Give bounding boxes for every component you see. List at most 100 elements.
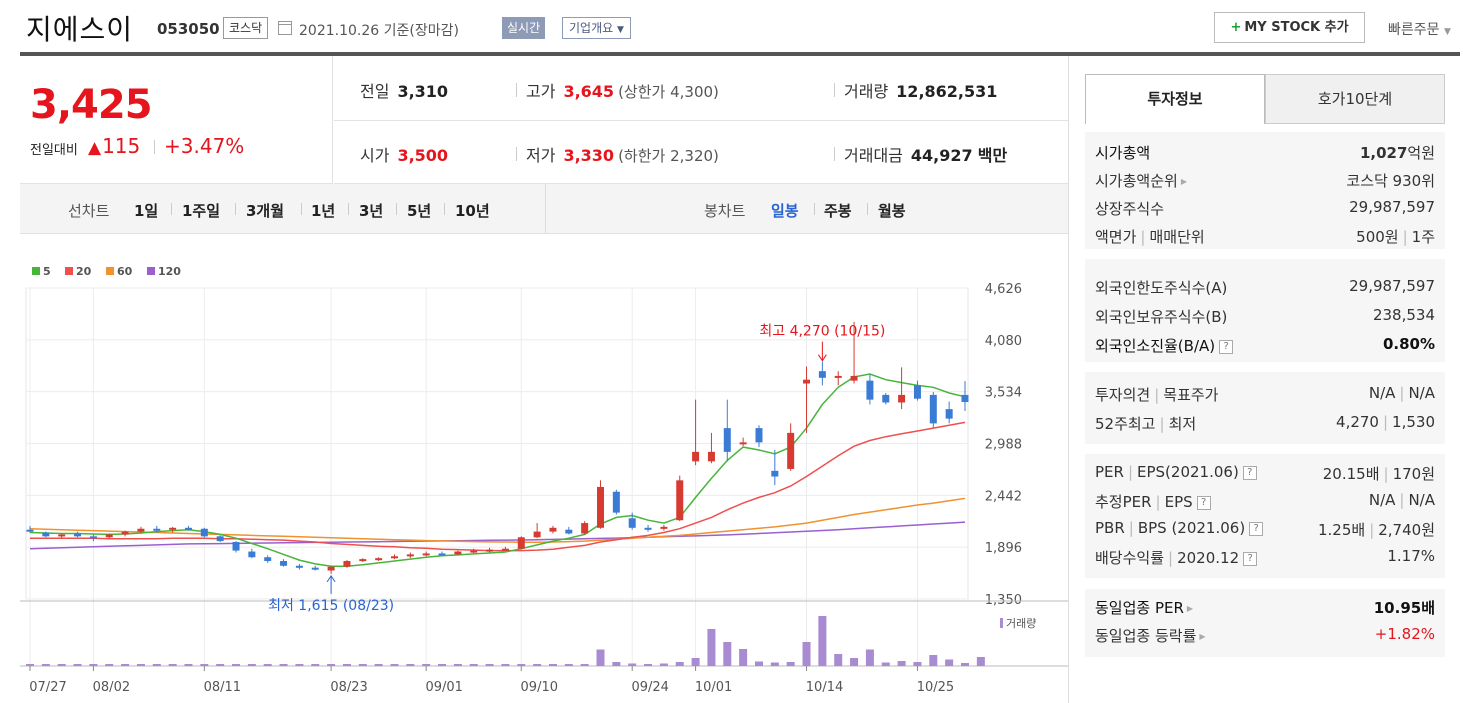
help-icon[interactable]: ?	[1196, 495, 1211, 510]
volume-bar	[342, 664, 351, 666]
sector-per-row[interactable]: 동일업종 PER ▶ 10.95배	[1095, 597, 1435, 621]
y-tick-label: 3,534	[985, 386, 1022, 401]
pbr-number: 1.25배	[1317, 521, 1366, 539]
candle	[216, 535, 224, 543]
period-10y[interactable]: 10년	[455, 202, 490, 220]
pbr-label: PBR | BPS (2021.06)?	[1095, 519, 1264, 537]
candle-body	[866, 380, 874, 400]
volume-bar	[279, 664, 288, 666]
dividend-value: 1.17%	[1387, 547, 1435, 565]
quick-order-menu[interactable]: 빠른주문 ▼	[1388, 19, 1451, 39]
divider	[834, 83, 835, 97]
volume-bar	[564, 664, 573, 666]
period-5y[interactable]: 5년	[407, 202, 432, 220]
candle	[375, 557, 383, 562]
market-tag: 코스닥	[223, 17, 269, 39]
divider	[154, 140, 155, 154]
per-row: PER | EPS(2021.06)? 20.15배 | 170원	[1095, 463, 1435, 487]
candle-body	[787, 432, 795, 469]
candle	[945, 401, 953, 424]
company-overview-dropdown[interactable]: 기업개요 ▼	[562, 17, 631, 39]
pbr-value: 1.25배 | 2,740원	[1317, 521, 1435, 539]
volume-bar	[184, 664, 193, 666]
sector-change-row[interactable]: 동일업종 등락률 ▶ +1.82%	[1095, 625, 1435, 649]
shares-label: 상장주식수	[1095, 200, 1165, 218]
volume-bar	[739, 649, 748, 666]
candle	[565, 526, 573, 535]
tab-orderbook[interactable]: 호가10단계	[1265, 74, 1445, 124]
sector-change-label: 동일업종 등락률 ▶	[1095, 625, 1206, 646]
realtime-button[interactable]: 실시간	[502, 17, 546, 39]
foreign-section: 외국인한도주식수(A) 29,987,597 외국인보유주식수(B) 238,5…	[1085, 259, 1445, 362]
pbr-text: PBR	[1095, 519, 1125, 537]
w52-label: 52주최고 | 최저	[1095, 415, 1197, 433]
volume-bar	[501, 664, 510, 666]
candle	[660, 524, 668, 531]
y-tick-label: 2,988	[985, 438, 1022, 453]
line-chart-label: 선차트	[68, 202, 110, 220]
period-1w[interactable]: 1주일	[182, 202, 221, 220]
tab-investment-info[interactable]: 투자정보	[1085, 74, 1265, 124]
candle	[26, 525, 34, 533]
pbr-row: PBR | BPS (2021.06)? 1.25배 | 2,740원	[1095, 519, 1435, 543]
period-3m[interactable]: 3개월	[246, 202, 285, 220]
mcap-rank-row[interactable]: 시가총액순위 ▶ 코스닥 930위	[1095, 170, 1435, 194]
est-eps-text: EPS	[1164, 493, 1193, 511]
volume: 거래량 12,862,531	[844, 78, 997, 102]
mcap-rank-label: 시가총액순위 ▶	[1095, 170, 1187, 191]
candle-body	[834, 375, 842, 378]
candle	[882, 392, 890, 405]
volume-label: 거래량	[844, 82, 889, 101]
help-icon[interactable]: ?	[1243, 551, 1258, 566]
est-per-number: N/A	[1368, 491, 1396, 509]
candle-weekly[interactable]: 주봉	[824, 202, 852, 220]
volume-bar	[105, 664, 114, 666]
candle-body	[42, 532, 50, 537]
volume-bar	[929, 655, 938, 666]
candle	[121, 530, 129, 537]
candle-daily[interactable]: 일봉	[771, 202, 799, 220]
y-tick-label: 1,896	[985, 541, 1022, 556]
help-icon[interactable]: ?	[1242, 465, 1257, 480]
period-3y[interactable]: 3년	[359, 202, 384, 220]
candle-body	[961, 394, 969, 403]
quote-grid: 전일 3,310 고가 3,645 (상한가 4,300) 거래량 12,862,531…	[334, 56, 1068, 184]
est-per-text: 추정PER	[1095, 493, 1152, 511]
w52-value: 4,270 | 1,530	[1336, 413, 1435, 431]
candle	[850, 321, 858, 384]
amount-label: 거래대금	[844, 146, 903, 165]
candle-body	[723, 428, 731, 452]
per-number: 20.15배	[1322, 465, 1380, 483]
help-icon[interactable]: ?	[1249, 521, 1264, 536]
par-text: 액면가	[1095, 228, 1137, 246]
candle-monthly[interactable]: 월봉	[878, 202, 906, 220]
candle-body	[375, 558, 383, 561]
x-tick-label: 09/10	[521, 680, 558, 695]
legend-swatch	[106, 267, 114, 275]
volume-bar	[675, 662, 684, 666]
candle-body	[628, 518, 636, 528]
candle-body	[343, 561, 351, 567]
period-1d[interactable]: 1일	[134, 202, 159, 220]
candle-body	[501, 548, 509, 551]
mcap-label: 시가총액	[1095, 144, 1151, 162]
divider	[235, 203, 236, 215]
open-value: 3,500	[397, 146, 449, 165]
mcap-unit: 억원	[1407, 144, 1435, 162]
help-icon[interactable]: ?	[1219, 339, 1234, 354]
period-1y[interactable]: 1년	[311, 202, 336, 220]
dividend-text: 배당수익률	[1095, 549, 1165, 567]
low-annotation: 최저 1,615 (08/23)	[268, 598, 394, 614]
foreign-hold-value: 238,534	[1372, 306, 1435, 324]
candle-body	[311, 567, 319, 570]
volume-bar	[628, 663, 637, 666]
candle	[343, 560, 351, 568]
candle	[628, 512, 636, 530]
day-low: 저가 3,330 (하한가 2,320)	[526, 142, 719, 166]
low-value: 3,330	[563, 146, 615, 165]
add-my-stock-button[interactable]: + MY STOCK 추가	[1214, 12, 1365, 43]
volume-bar	[247, 664, 256, 666]
candle-body	[549, 527, 557, 532]
candle-body	[454, 551, 462, 555]
